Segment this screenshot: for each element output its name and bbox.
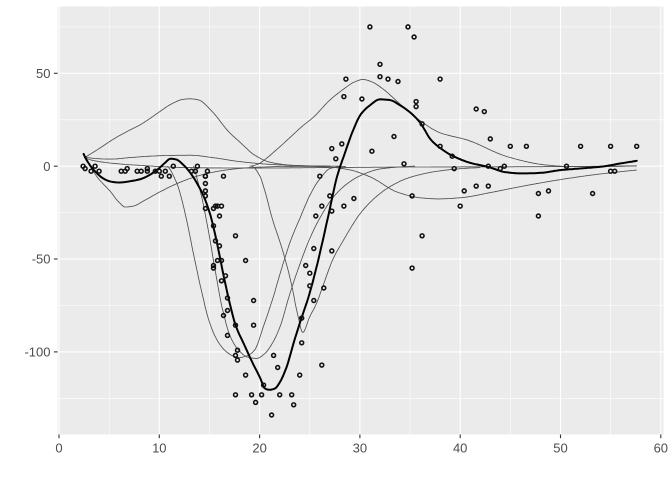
svg-text:50: 50: [553, 441, 567, 456]
svg-text:20: 20: [252, 441, 266, 456]
svg-text:10: 10: [152, 441, 166, 456]
svg-text:40: 40: [453, 441, 467, 456]
svg-text:50: 50: [36, 66, 50, 81]
svg-text:30: 30: [353, 441, 367, 456]
svg-text:60: 60: [654, 441, 668, 456]
svg-text:0: 0: [55, 441, 62, 456]
svg-text:-100: -100: [24, 345, 50, 360]
svg-text:-50: -50: [32, 252, 51, 267]
svg-text:0: 0: [43, 159, 50, 174]
